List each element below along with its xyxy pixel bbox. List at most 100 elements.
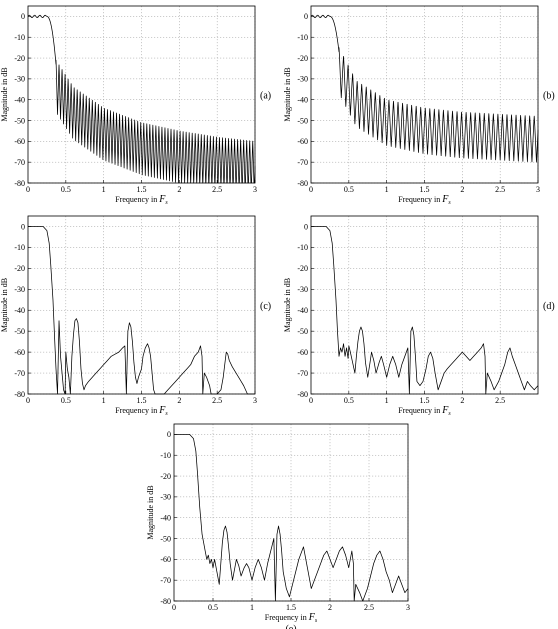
y-tick-label: -10 xyxy=(297,33,308,42)
panel-label: (e) xyxy=(285,624,296,629)
x-axis-label: Frequency in Fs xyxy=(398,405,451,417)
x-tick-label: 1 xyxy=(385,185,389,194)
panel-label: (c) xyxy=(260,301,271,312)
chart-panel-c: 0.5 1 1.5 2 2.5 30-10-20-30-40-50-60-70-800Fr… xyxy=(0,215,271,417)
y-tick-label: -40 xyxy=(297,306,308,315)
y-tick-label: -40 xyxy=(14,306,25,315)
y-tick-label: 0 xyxy=(21,12,25,21)
x-tick-label: 2.5 xyxy=(212,396,222,405)
x-tick-label: 0 xyxy=(309,185,313,194)
x-tick-label: 2 xyxy=(460,396,464,405)
x-axis-label: Frequency in Fs xyxy=(398,194,451,206)
y-tick-label: -80 xyxy=(160,597,171,606)
chart-panel-b: 0.5 1 1.5 2 2.5 30-10-20-30-40-50-60-70-800Fr… xyxy=(283,5,555,206)
y-tick-label: -50 xyxy=(160,534,171,543)
x-tick-label: 0 xyxy=(26,185,30,194)
x-tick-label: 2 xyxy=(177,185,181,194)
y-axis-label: Magnitude in dB xyxy=(146,485,155,539)
panel-label: (b) xyxy=(543,91,555,102)
y-tick-label: -60 xyxy=(297,348,308,357)
panel-label: (d) xyxy=(543,301,555,312)
y-tick-label: -30 xyxy=(14,285,25,294)
y-tick-label: -60 xyxy=(14,348,25,357)
y-tick-label: 0 xyxy=(304,222,308,231)
x-tick-label: 0 xyxy=(172,603,176,612)
y-tick-label: -50 xyxy=(14,116,25,125)
x-tick-label: 3 xyxy=(406,603,410,612)
x-tick-label: 1 xyxy=(102,185,106,194)
x-tick-label: 2.5 xyxy=(364,603,374,612)
y-tick-label: -50 xyxy=(297,327,308,336)
y-tick-label: -10 xyxy=(297,243,308,252)
y-tick-label: -50 xyxy=(297,116,308,125)
x-tick-label: 0 xyxy=(26,396,30,405)
y-tick-label: -10 xyxy=(14,33,25,42)
x-tick-label: 0.5 xyxy=(61,185,71,194)
magnitude-response-line xyxy=(28,226,255,395)
y-tick-label: -70 xyxy=(160,576,171,585)
x-tick-label: 3 xyxy=(253,396,257,405)
x-tick-label: 3 xyxy=(253,185,257,194)
x-axis-label: Frequency in Fs xyxy=(265,612,318,624)
y-axis-label: Magnitude in dB xyxy=(0,278,9,332)
x-tick-label: 3 xyxy=(536,185,540,194)
panel-label: (a) xyxy=(260,91,271,102)
y-tick-label: -30 xyxy=(297,285,308,294)
y-tick-label: 0 xyxy=(167,430,171,439)
x-tick-label: 2 xyxy=(460,185,464,194)
y-tick-label: -10 xyxy=(160,451,171,460)
chart-panel-d: 0.5 1 1.5 2 2.50-10-20-30-40-50-60-70-800Fre… xyxy=(283,215,555,417)
y-tick-label: -20 xyxy=(14,54,25,63)
magnitude-response-line xyxy=(310,14,539,163)
y-tick-label: -40 xyxy=(297,96,308,105)
y-tick-label: -70 xyxy=(297,158,308,167)
y-tick-label: -40 xyxy=(160,514,171,523)
x-tick-label: 2.5 xyxy=(495,185,505,194)
y-tick-label: -60 xyxy=(160,555,171,564)
y-axis-label: Magnitude in dB xyxy=(0,67,9,121)
x-tick-label: 1.5 xyxy=(420,185,430,194)
y-tick-label: -60 xyxy=(297,137,308,146)
x-tick-label: 2.5 xyxy=(212,185,222,194)
y-tick-label: 0 xyxy=(304,12,308,21)
y-tick-label: -70 xyxy=(14,369,25,378)
y-tick-label: -20 xyxy=(160,472,171,481)
x-axis-label: Frequency in Fs xyxy=(115,405,168,417)
y-tick-label: -80 xyxy=(14,390,25,399)
x-tick-label: 2 xyxy=(177,396,181,405)
y-tick-label: -80 xyxy=(297,179,308,188)
y-tick-label: -80 xyxy=(14,179,25,188)
chart-panel-a: 0.5 1 1.5 2 2.5 30-10-20-30-40-50-60-70-800Fr… xyxy=(0,5,271,206)
y-tick-label: -70 xyxy=(297,369,308,378)
y-axis-label: Magnitude in dB xyxy=(283,278,292,332)
y-tick-label: -20 xyxy=(14,264,25,273)
x-tick-label: 1 xyxy=(250,603,254,612)
x-tick-label: 1 xyxy=(385,396,389,405)
x-tick-label: 2.5 xyxy=(495,396,505,405)
y-tick-label: -40 xyxy=(14,96,25,105)
x-tick-label: 0.5 xyxy=(61,396,71,405)
y-tick-label: -30 xyxy=(14,75,25,84)
y-tick-label: -20 xyxy=(297,264,308,273)
y-tick-label: -20 xyxy=(297,54,308,63)
y-tick-label: -10 xyxy=(14,243,25,252)
x-tick-label: 1.5 xyxy=(420,396,430,405)
y-tick-label: -50 xyxy=(14,327,25,336)
y-tick-label: -80 xyxy=(297,390,308,399)
y-tick-label: 0 xyxy=(21,222,25,231)
magnitude-response-line xyxy=(311,226,539,395)
y-tick-label: -70 xyxy=(14,158,25,167)
y-axis-label: Magnitude in dB xyxy=(283,67,292,121)
chart-panel-e: 0.5 1 1.5 2 2.5 30-10-20-30-40-50-60-70-800Fr… xyxy=(146,423,410,629)
x-tick-label: 1.5 xyxy=(137,185,147,194)
x-tick-label: 0.5 xyxy=(344,396,354,405)
x-tick-label: 2 xyxy=(328,603,332,612)
y-tick-label: -30 xyxy=(297,75,308,84)
y-tick-label: -60 xyxy=(14,137,25,146)
y-tick-label: -30 xyxy=(160,493,171,502)
x-tick-label: 1 xyxy=(102,396,106,405)
magnitude-response-line xyxy=(174,434,409,602)
x-tick-label: 1.5 xyxy=(286,603,296,612)
x-tick-label: 0.5 xyxy=(208,603,218,612)
